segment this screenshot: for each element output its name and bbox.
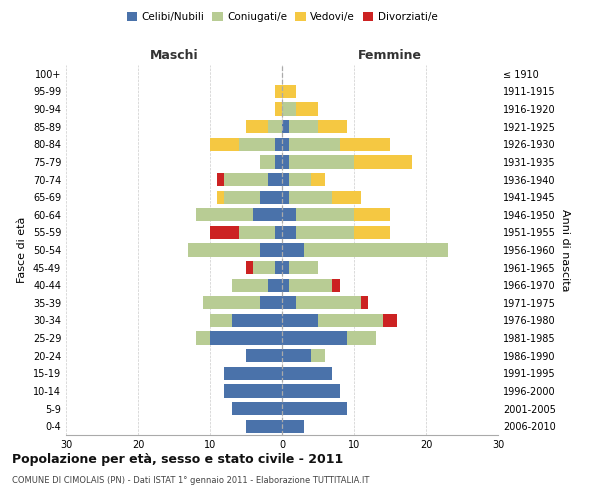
Bar	[289, 278, 332, 292]
Bar	[354, 226, 390, 239]
Bar	[253, 261, 275, 274]
Legend: Celibi/Nubili, Coniugati/e, Vedovi/e, Divorziati/e: Celibi/Nubili, Coniugati/e, Vedovi/e, Di…	[122, 8, 442, 26]
Bar	[260, 190, 282, 204]
Bar	[268, 173, 282, 186]
Bar	[289, 120, 318, 134]
Bar	[282, 349, 311, 362]
Y-axis label: Anni di nascita: Anni di nascita	[560, 209, 569, 291]
Bar	[188, 244, 260, 256]
Bar	[224, 384, 282, 398]
Bar	[383, 314, 397, 327]
Bar	[282, 208, 296, 222]
Bar	[282, 244, 304, 256]
Bar	[260, 296, 282, 310]
Bar	[318, 314, 383, 327]
Bar	[275, 226, 282, 239]
Bar	[260, 156, 275, 168]
Bar	[232, 402, 282, 415]
Bar	[239, 226, 275, 239]
Bar	[268, 278, 282, 292]
Bar	[224, 190, 260, 204]
Bar	[282, 85, 296, 98]
Bar	[282, 138, 289, 151]
Bar	[296, 102, 318, 116]
Bar	[304, 244, 448, 256]
Bar	[275, 138, 282, 151]
Bar	[282, 402, 347, 415]
Bar	[282, 173, 289, 186]
Bar	[289, 156, 354, 168]
Bar	[282, 366, 332, 380]
Bar	[289, 138, 340, 151]
Bar	[210, 332, 282, 344]
Bar	[275, 102, 282, 116]
Bar	[282, 261, 289, 274]
Text: Maschi: Maschi	[149, 50, 199, 62]
Text: Femmine: Femmine	[358, 50, 422, 62]
Bar	[289, 173, 311, 186]
Bar	[224, 366, 282, 380]
Bar	[246, 349, 282, 362]
Bar	[282, 314, 318, 327]
Bar	[246, 120, 268, 134]
Bar	[361, 296, 368, 310]
Bar	[246, 261, 253, 274]
Bar	[282, 120, 289, 134]
Bar	[239, 138, 275, 151]
Bar	[282, 226, 296, 239]
Text: COMUNE DI CIMOLAIS (PN) - Dati ISTAT 1° gennaio 2011 - Elaborazione TUTTITALIA.I: COMUNE DI CIMOLAIS (PN) - Dati ISTAT 1° …	[12, 476, 370, 485]
Bar	[282, 296, 296, 310]
Bar	[347, 332, 376, 344]
Bar	[318, 120, 347, 134]
Bar	[253, 208, 282, 222]
Bar	[268, 120, 282, 134]
Bar	[282, 156, 289, 168]
Bar	[289, 190, 332, 204]
Bar	[282, 278, 289, 292]
Bar	[275, 85, 282, 98]
Bar	[340, 138, 390, 151]
Text: Popolazione per età, sesso e stato civile - 2011: Popolazione per età, sesso e stato civil…	[12, 452, 343, 466]
Bar	[210, 314, 232, 327]
Bar	[260, 244, 282, 256]
Bar	[210, 138, 239, 151]
Bar	[275, 156, 282, 168]
Bar	[282, 332, 347, 344]
Bar	[224, 173, 268, 186]
Bar	[289, 261, 318, 274]
Bar	[210, 226, 239, 239]
Bar	[196, 208, 253, 222]
Bar	[282, 420, 304, 433]
Bar	[282, 102, 296, 116]
Bar	[232, 278, 268, 292]
Bar	[196, 332, 210, 344]
Bar	[332, 190, 361, 204]
Bar	[217, 173, 224, 186]
Bar	[354, 156, 412, 168]
Bar	[311, 173, 325, 186]
Bar	[246, 420, 282, 433]
Bar	[296, 296, 361, 310]
Bar	[217, 190, 224, 204]
Bar	[275, 261, 282, 274]
Bar	[203, 296, 260, 310]
Bar	[232, 314, 282, 327]
Bar	[282, 190, 289, 204]
Bar	[282, 384, 340, 398]
Bar	[296, 226, 354, 239]
Bar	[296, 208, 354, 222]
Bar	[311, 349, 325, 362]
Y-axis label: Fasce di età: Fasce di età	[17, 217, 27, 283]
Bar	[354, 208, 390, 222]
Bar	[332, 278, 340, 292]
